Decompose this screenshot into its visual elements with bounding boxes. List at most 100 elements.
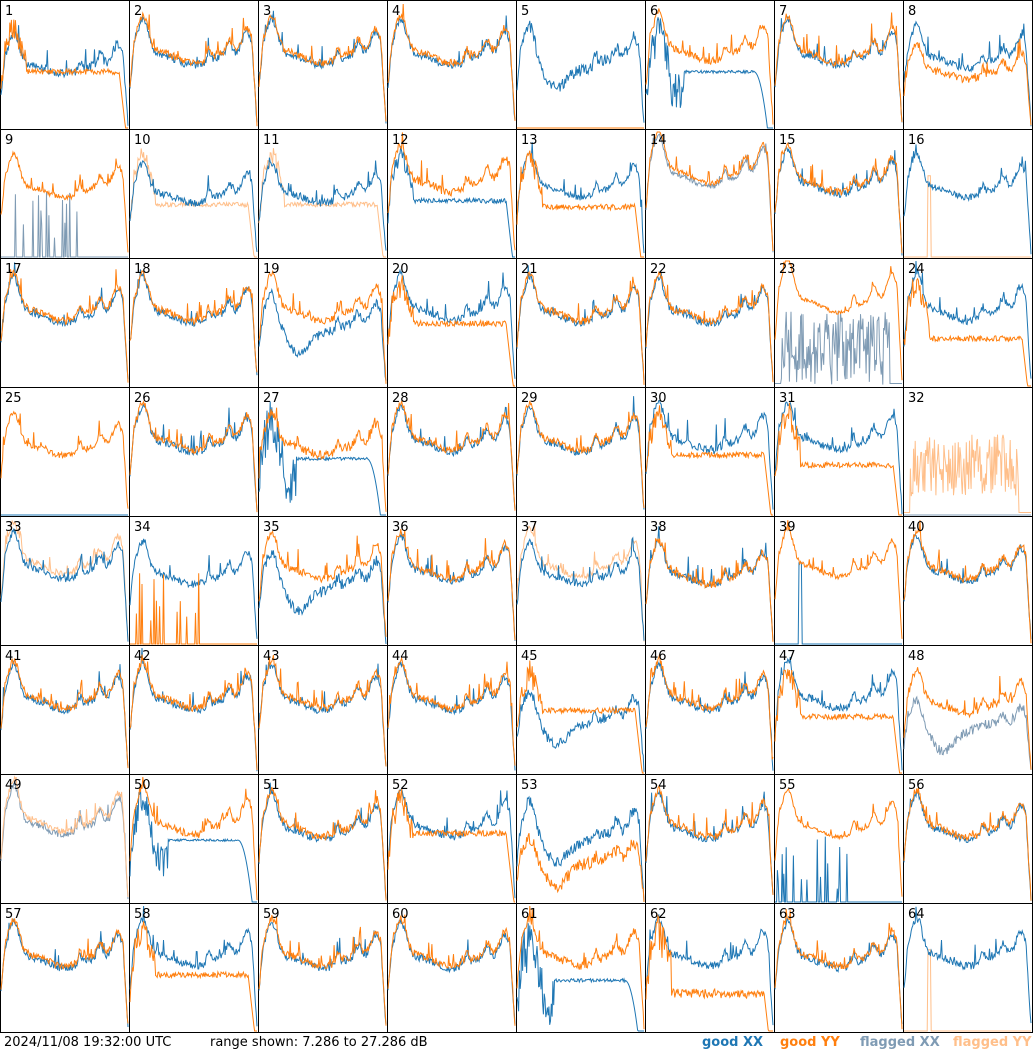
panel-number: 51 [263,778,280,793]
panel-number: 29 [521,391,538,406]
panel-20: 20 [387,258,517,388]
panel-31: 31 [774,387,904,517]
panel-frame [129,516,259,646]
panel-number: 44 [392,649,409,664]
series-yy [774,402,902,516]
panel-15: 15 [774,129,904,259]
series-xxf [645,133,774,253]
panel-frame [258,387,388,517]
series-yyf [258,148,386,258]
panel-38: 38 [645,516,775,646]
series-xx [903,534,1032,640]
panel-number: 62 [650,907,667,922]
series-xx [645,914,774,1026]
series-xx [258,661,387,767]
series-yy [903,667,1032,770]
panel-58: 58 [129,903,259,1033]
series-xx [903,20,1032,127]
panel-48: 48 [903,645,1033,775]
panel-number: 55 [779,778,796,793]
panel-number: 56 [908,778,925,793]
series-yyf [904,434,1031,513]
panel-frame [774,0,904,130]
series-yy [774,260,903,381]
panel-13: 13 [516,129,646,259]
series-xx [387,661,516,771]
panel-number: 38 [650,520,667,535]
series-yy [645,538,774,642]
panel-53: 53 [516,774,646,904]
panel-number: 50 [134,778,151,793]
panel-14: 14 [645,129,775,259]
series-xx [645,271,774,382]
panel-27: 27 [258,387,388,517]
series-xx [129,160,258,252]
panel-frame [903,129,1033,259]
panel-number: 41 [5,649,22,664]
panel-25: 25 [0,387,130,517]
panel-number: 63 [779,907,796,922]
series-xx [129,647,258,772]
series-yy [903,519,1032,644]
series-yy [130,573,257,645]
footer: 2024/11/08 19:32:00 UTC range shown: 7.2… [0,1033,1033,1053]
series-yy [774,787,903,897]
series-xx [129,786,257,903]
panel-frame [516,516,646,646]
series-xxf [903,695,1032,770]
series-yy [258,14,387,122]
series-yy [129,400,258,513]
panel-number: 47 [779,649,796,664]
panel-frame [645,387,775,517]
series-yy [258,914,387,1026]
panel-62: 62 [645,903,775,1033]
panel-frame [0,774,130,904]
panel-number: 48 [908,649,925,664]
series-yy [774,520,903,639]
panel-44: 44 [387,645,517,775]
legend-good-yy: good YY [780,1035,840,1050]
panel-number: 35 [263,520,280,535]
panel-number: 5 [521,4,529,19]
panel-18: 18 [129,258,259,388]
panel-frame [516,0,646,130]
panel-42: 42 [129,645,259,775]
series-yy [387,788,515,903]
series-yy [387,400,516,511]
series-yy [0,410,129,509]
panel-number: 6 [650,4,658,19]
series-yy [903,788,1032,901]
panel-number: 54 [650,778,667,793]
panel-number: 3 [263,4,271,19]
panel-number: 42 [134,649,151,664]
series-xx [645,17,773,129]
panel-35: 35 [258,516,388,646]
panel-28: 28 [387,387,517,517]
panel-number: 14 [650,133,667,148]
panel-36: 36 [387,516,517,646]
panel-10: 10 [129,129,259,259]
series-yy [774,908,903,1030]
series-xx [774,917,903,1025]
series-xx [129,15,258,123]
series-yy [387,275,515,387]
series-yy [387,132,516,251]
panel-number: 34 [134,520,151,535]
panel-32: 32 [903,387,1033,517]
panel-frame [387,129,517,259]
panel-46: 46 [645,645,775,775]
series-xxf [775,311,902,385]
panel-frame [387,774,517,904]
panel-29: 29 [516,387,646,517]
series-yy [129,654,258,771]
panel-number: 8 [908,4,916,19]
series-yy [903,38,1032,126]
panel-frame [387,516,517,646]
panel-47: 47 [774,645,904,775]
legend-flagged-yy: flagged YY [953,1035,1032,1050]
panel-frame [129,903,259,1033]
series-xx [258,550,387,645]
series-xx [516,923,644,1032]
panel-56: 56 [903,774,1033,904]
panel-30: 30 [645,387,775,517]
